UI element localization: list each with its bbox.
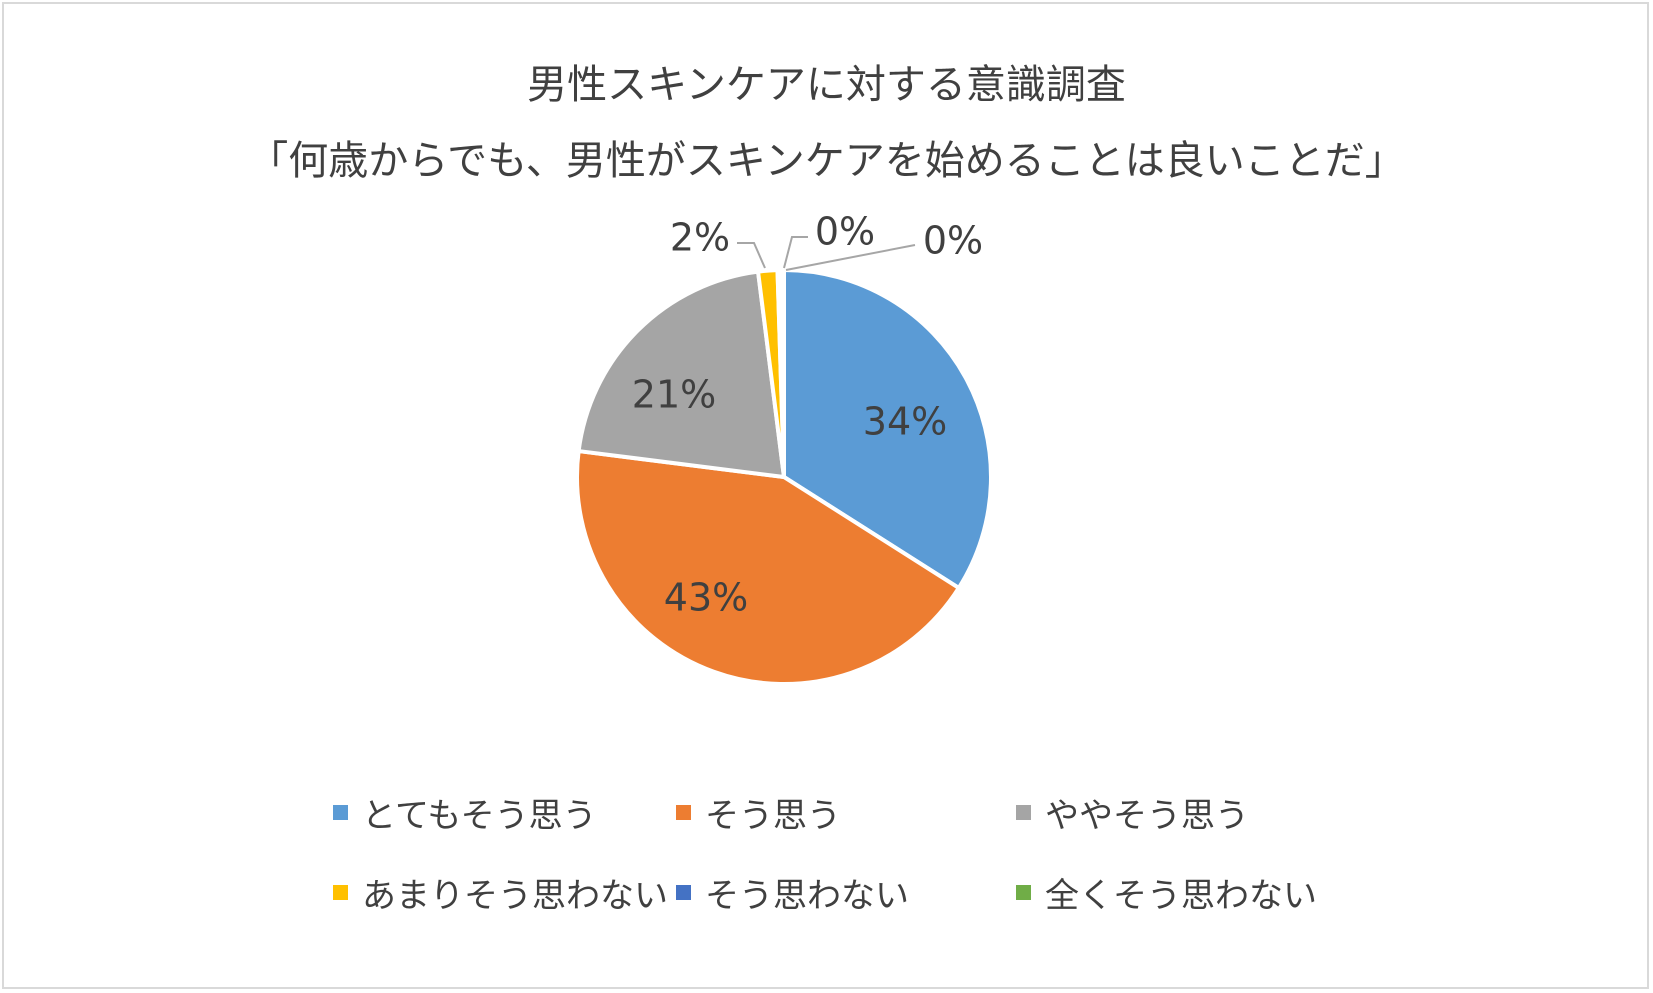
data-label-3: 21% (632, 373, 716, 417)
leader-line-6 (785, 244, 916, 271)
legend-item-2: そう思う (676, 788, 841, 837)
legend-item-5: そう思わない (676, 868, 909, 917)
legend-swatch-4 (333, 885, 348, 900)
legend-label-3: ややそう思う (1045, 796, 1249, 836)
legend-label-2: そう思う (705, 796, 841, 836)
data-label-2: 43% (664, 576, 748, 620)
chart-subtitle: 「何歳からでも、男性がスキンケアを始めることは良いことだ」 (248, 138, 1405, 184)
legend-label-6: 全くそう思わない (1045, 876, 1317, 916)
legend-label-5: そう思わない (705, 876, 909, 916)
pie-slice-6 (779, 267, 786, 479)
legend-swatch-2 (676, 805, 691, 820)
legend-swatch-5 (676, 885, 691, 900)
data-label-5: 0% (815, 210, 875, 254)
pie-slice-3 (576, 269, 786, 479)
legend-swatch-1 (333, 805, 348, 820)
chart-title: 男性スキンケアに対する意識調査 (527, 62, 1126, 108)
legend-item-6: 全くそう思わない (1016, 868, 1317, 917)
leader-line-4 (737, 242, 766, 269)
data-label-1: 34% (863, 400, 947, 444)
data-label-6: 0% (923, 219, 983, 263)
legend-label-1: とてもそう思う (362, 796, 597, 836)
legend-label-4: あまりそう思わない (362, 876, 668, 916)
legend-item-3: ややそう思う (1016, 788, 1249, 837)
legend-item-4: あまりそう思わない (333, 868, 668, 917)
legend-swatch-3 (1016, 805, 1031, 820)
pie-slice-2 (575, 449, 961, 686)
legend-item-1: とてもそう思う (333, 788, 597, 837)
legend-swatch-6 (1016, 885, 1031, 900)
data-label-4: 2% (670, 216, 730, 260)
leader-line-5 (783, 236, 808, 269)
